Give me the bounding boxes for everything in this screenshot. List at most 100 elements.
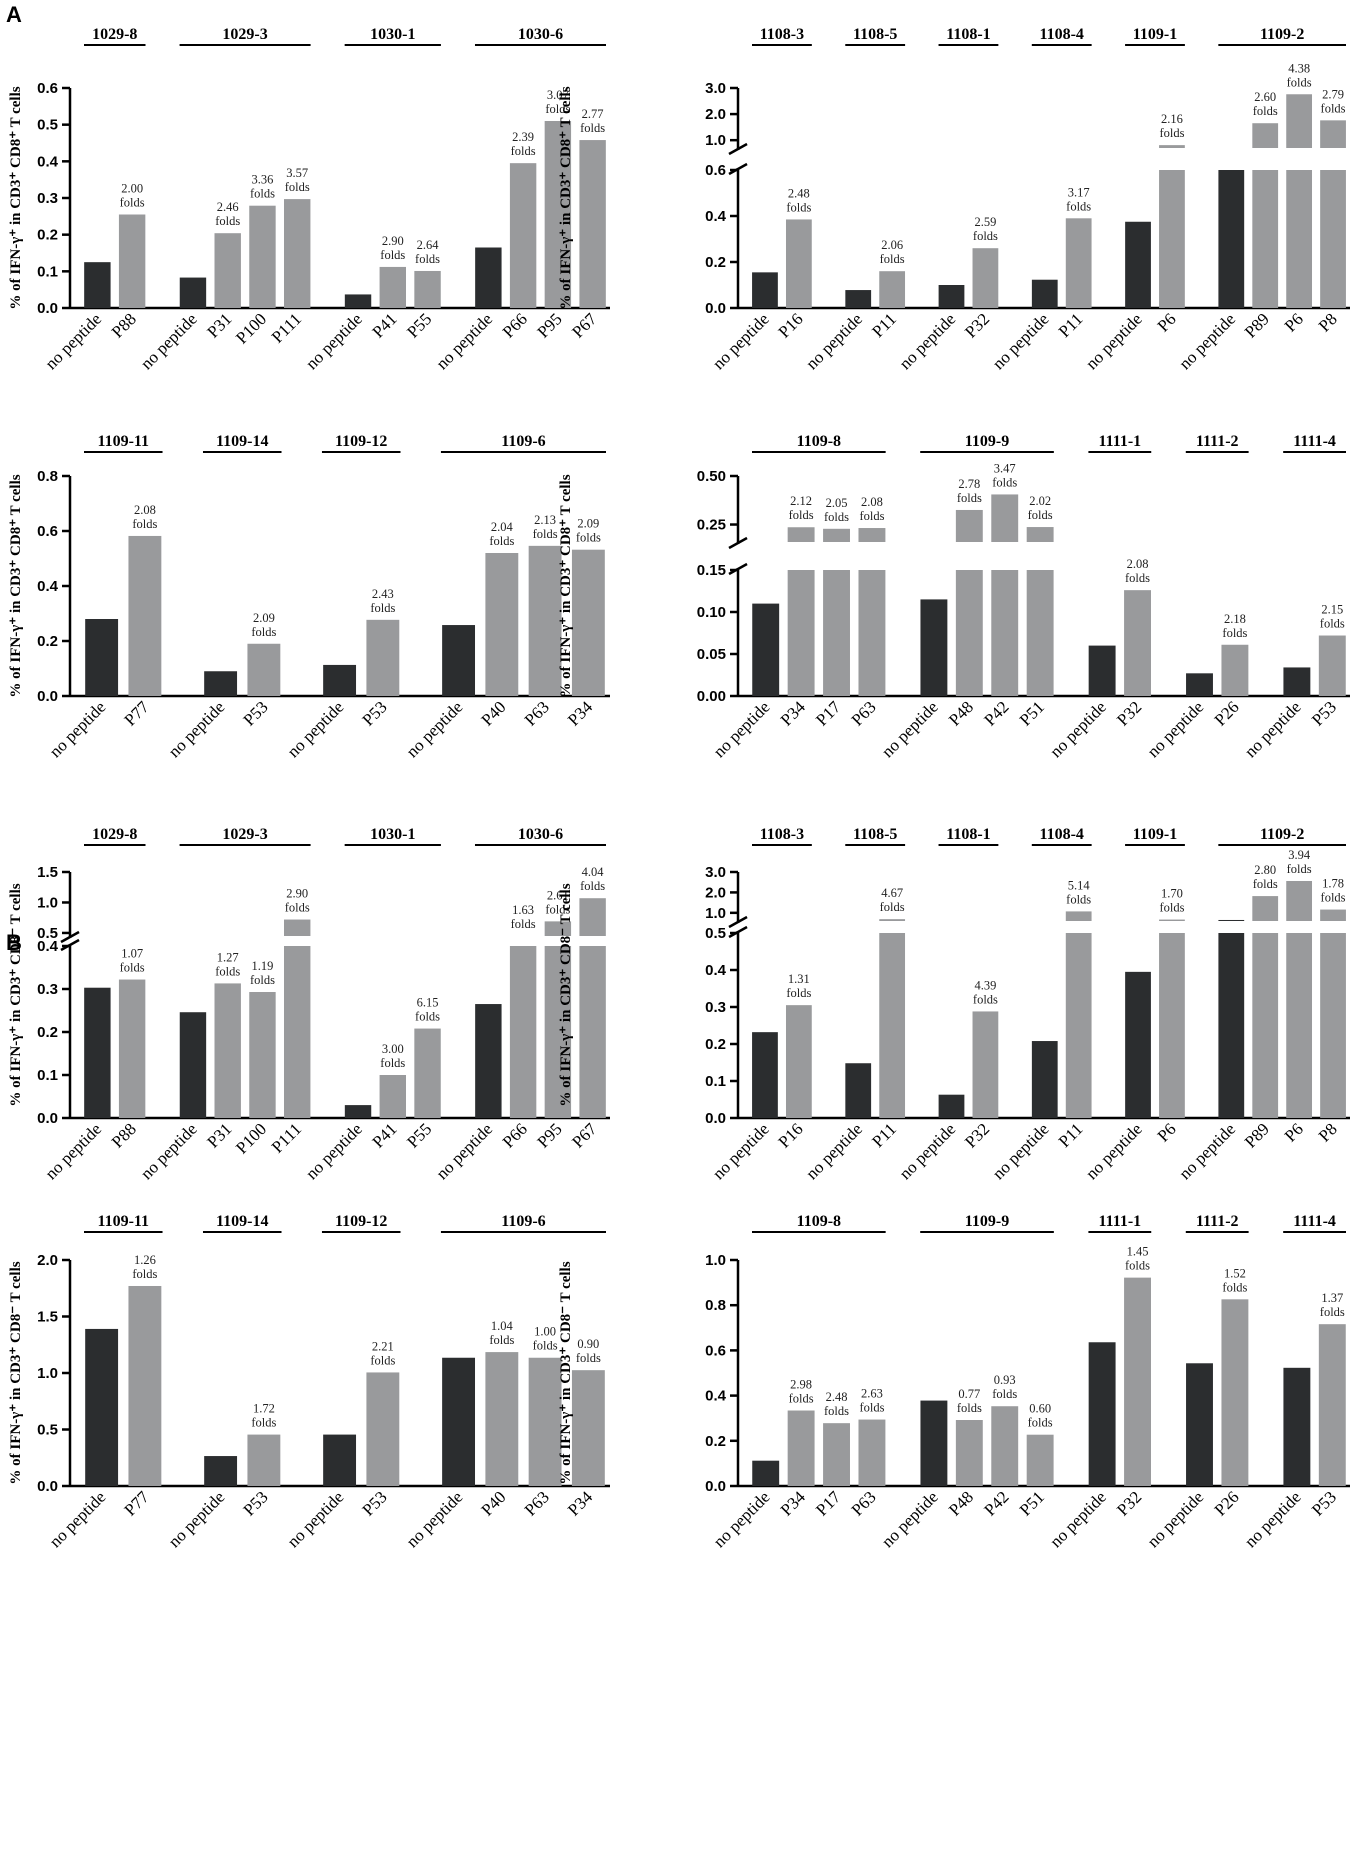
peptide-bar bbox=[214, 233, 241, 308]
peptide-bar bbox=[214, 983, 241, 1118]
category-label: P53 bbox=[1308, 1487, 1340, 1519]
category-label: P40 bbox=[478, 697, 510, 729]
peptide-bar bbox=[823, 1423, 850, 1486]
control-bar bbox=[920, 599, 948, 696]
peptide-bar bbox=[528, 545, 562, 696]
peptide-bar bbox=[972, 248, 999, 308]
y-tick-label: 0.3 bbox=[37, 981, 58, 998]
category-label: P51 bbox=[1016, 1487, 1048, 1519]
peptide-bar bbox=[879, 919, 906, 1118]
bar-break-gap bbox=[1158, 921, 1186, 933]
fold-value-label: 2.90 bbox=[382, 234, 404, 248]
y-tick-label: 0.8 bbox=[705, 1297, 726, 1314]
group-label: 1109-9 bbox=[965, 433, 1009, 450]
control-bar bbox=[1186, 1363, 1213, 1486]
group-label: 1109-8 bbox=[797, 1213, 841, 1230]
group-label: 1108-3 bbox=[760, 26, 804, 43]
category-label: no peptide bbox=[1082, 1119, 1146, 1183]
fold-unit-label: folds bbox=[957, 491, 982, 505]
fold-unit-label: folds bbox=[1320, 617, 1345, 631]
fold-value-label: 2.05 bbox=[826, 496, 848, 510]
peptide-bar bbox=[249, 205, 276, 308]
fold-unit-label: folds bbox=[1320, 1305, 1345, 1319]
category-label: P16 bbox=[775, 1119, 807, 1151]
fold-value-label: 2.90 bbox=[286, 887, 308, 901]
y-tick-label: 3.0 bbox=[705, 864, 726, 881]
group-label: 1111-4 bbox=[1293, 1213, 1336, 1230]
category-label: P26 bbox=[1211, 1487, 1243, 1519]
group-label: 1108-4 bbox=[1039, 826, 1083, 843]
control-bar bbox=[920, 1400, 948, 1486]
fold-unit-label: folds bbox=[285, 901, 310, 915]
group-label: 1109-9 bbox=[965, 1213, 1009, 1230]
control-bar bbox=[845, 290, 872, 308]
fold-value-label: 2.15 bbox=[1321, 603, 1343, 617]
peptide-bar bbox=[247, 643, 281, 696]
category-label: no peptide bbox=[709, 1119, 773, 1183]
fold-unit-label: folds bbox=[992, 1387, 1017, 1401]
y-tick-label: 0.2 bbox=[705, 254, 726, 271]
category-label: P31 bbox=[203, 1119, 235, 1151]
fold-value-label: 3.07 bbox=[547, 88, 569, 102]
category-label: no peptide bbox=[1175, 309, 1239, 373]
group-label: 1030-6 bbox=[518, 826, 563, 843]
y-axis-title: % of IFN-γ⁺ in CD3⁺ CD8⁻ T cells bbox=[8, 883, 24, 1106]
fold-unit-label: folds bbox=[511, 144, 536, 158]
category-label: P41 bbox=[368, 1119, 400, 1151]
fold-value-label: 2.77 bbox=[582, 107, 604, 121]
peptide-bar bbox=[787, 1410, 815, 1486]
category-label: no peptide bbox=[1143, 697, 1207, 761]
chart-3: 0.0 0.2 0.4 0.6 0.8 % of IFN-γ⁺ in CD3⁺ CD8⁺ … bbox=[8, 433, 610, 761]
fold-unit-label: folds bbox=[370, 1353, 395, 1367]
peptide-bar bbox=[972, 1011, 999, 1118]
category-label: no peptide bbox=[46, 697, 110, 761]
group-label: 1109-6 bbox=[501, 433, 545, 450]
fold-unit-label: folds bbox=[1321, 101, 1346, 115]
control-bar bbox=[84, 987, 111, 1118]
bar-break-gap bbox=[508, 936, 538, 946]
fold-unit-label: folds bbox=[132, 517, 157, 531]
fold-value-label: 1.26 bbox=[134, 1253, 156, 1267]
category-label: P40 bbox=[478, 1487, 510, 1519]
bar-break-gap bbox=[1319, 921, 1347, 933]
category-label: no peptide bbox=[989, 1119, 1053, 1183]
y-tick-label: 2.0 bbox=[705, 106, 726, 123]
category-label: P95 bbox=[534, 309, 566, 341]
fold-value-label: 2.13 bbox=[534, 513, 556, 527]
y-tick-label: 0.50 bbox=[697, 468, 726, 485]
peptide-bar bbox=[1318, 1324, 1346, 1486]
group-label: 1109-8 bbox=[797, 433, 841, 450]
category-label: P89 bbox=[1241, 1119, 1273, 1151]
y-tick-label: 1.5 bbox=[37, 1309, 58, 1326]
category-label: P11 bbox=[868, 309, 900, 341]
y-tick-label: 1.5 bbox=[37, 864, 58, 881]
category-label: no peptide bbox=[41, 1119, 105, 1183]
group-label: 1111-1 bbox=[1098, 433, 1141, 450]
peptide-bar bbox=[991, 1406, 1019, 1486]
category-label: P6 bbox=[1281, 309, 1307, 335]
y-tick-label: 0.2 bbox=[37, 633, 58, 650]
peptide-bar bbox=[1065, 911, 1092, 1118]
fold-unit-label: folds bbox=[120, 961, 145, 975]
peptide-bar bbox=[1252, 896, 1279, 1118]
fold-value-label: 0.60 bbox=[1029, 1402, 1051, 1416]
category-label: no peptide bbox=[302, 309, 366, 373]
y-tick-label: 0.25 bbox=[697, 517, 726, 534]
category-label: P48 bbox=[945, 1487, 977, 1519]
fold-value-label: 2.64 bbox=[417, 238, 440, 252]
category-label: P17 bbox=[812, 697, 844, 729]
y-axis-title: % of IFN-γ⁺ in CD3⁺ CD8⁻ T cells bbox=[558, 883, 574, 1106]
y-tick-label: 0.4 bbox=[705, 962, 727, 979]
y-tick-label: 0.5 bbox=[37, 925, 58, 942]
bar-break-gap bbox=[954, 542, 984, 570]
bar-break-gap bbox=[543, 936, 573, 946]
control-bar bbox=[442, 1357, 476, 1486]
group-label: 1109-12 bbox=[335, 1213, 387, 1230]
peptide-bar bbox=[1026, 1434, 1054, 1486]
y-tick-label: 0.8 bbox=[37, 468, 58, 485]
fold-unit-label: folds bbox=[1287, 862, 1312, 876]
bar-break-gap bbox=[990, 542, 1020, 570]
peptide-bar bbox=[1221, 644, 1249, 696]
y-axis-title: % of IFN-γ⁺ in CD3⁺ CD8⁺ T cells bbox=[8, 474, 24, 697]
